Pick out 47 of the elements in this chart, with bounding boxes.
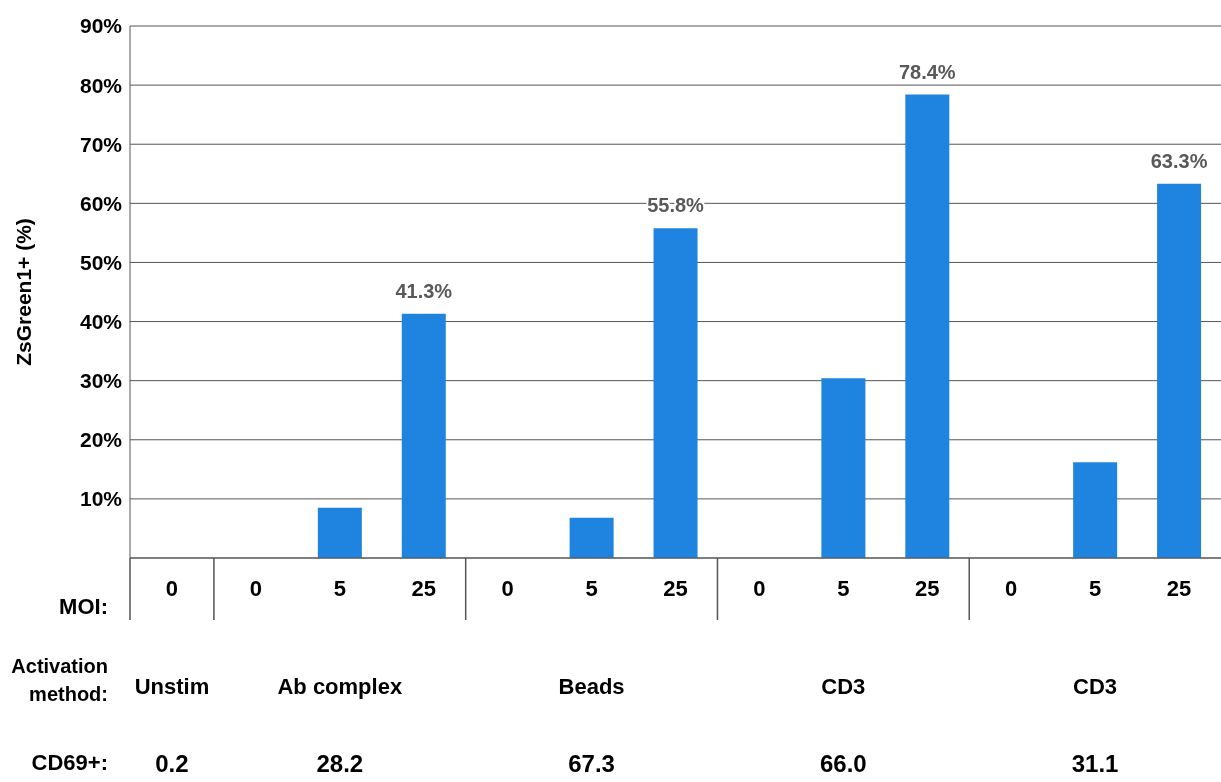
text: Beads xyxy=(557,674,626,700)
y-tick-label: 20% xyxy=(79,428,123,452)
x-tick-label: 0 xyxy=(1005,575,1018,601)
x-tick-label: 25 xyxy=(1166,575,1192,601)
y-tick-label: 90% xyxy=(79,14,123,38)
x-tick-label: 25 xyxy=(663,575,688,601)
bar xyxy=(1073,462,1118,558)
y-tick-label: 30% xyxy=(79,369,123,393)
text: MOI: xyxy=(59,594,108,620)
bar xyxy=(401,313,446,558)
bar xyxy=(569,517,614,558)
x-tick-label: 0 xyxy=(753,575,766,601)
text: 28.2 xyxy=(315,750,365,778)
x-tick-label: 0 xyxy=(165,575,179,601)
text: Unstim xyxy=(134,674,210,699)
bar xyxy=(821,378,866,558)
bar xyxy=(905,94,950,558)
text: Activation method: xyxy=(10,654,108,707)
data-label: 41.3% xyxy=(395,279,453,302)
x-tick-label: 0 xyxy=(501,575,514,601)
text: 67.3 xyxy=(567,750,616,778)
x-tick-label: 5 xyxy=(1088,575,1102,601)
data-label: 63.3% xyxy=(1150,149,1208,172)
x-tick-label: 5 xyxy=(585,575,598,601)
y-tick-label: 80% xyxy=(79,73,123,97)
text: Ab complex xyxy=(277,674,403,699)
bar xyxy=(1157,183,1202,558)
bar xyxy=(317,507,362,558)
text: CD3 xyxy=(820,674,867,700)
text: CD3 xyxy=(1072,674,1119,700)
text: 31.1 xyxy=(1070,750,1120,778)
y-tick-label: 40% xyxy=(79,310,123,334)
data-label: 78.4% xyxy=(898,60,956,83)
x-tick-label: 5 xyxy=(333,575,346,601)
x-tick-label: 25 xyxy=(915,575,940,601)
y-tick-label: 10% xyxy=(79,487,123,511)
bar xyxy=(653,228,698,558)
y-axis-title: ZsGreen1+ (%) xyxy=(12,218,36,366)
y-tick-label: 70% xyxy=(79,132,123,156)
x-tick-label: 0 xyxy=(249,575,263,601)
text: 0.2 xyxy=(155,750,189,777)
x-tick-label: 5 xyxy=(837,575,850,601)
y-tick-label: 60% xyxy=(79,191,123,215)
x-tick-label: 25 xyxy=(411,575,436,601)
text: 66.0 xyxy=(819,750,868,778)
y-tick-label: 50% xyxy=(79,250,123,274)
text: CD69+: xyxy=(31,750,108,776)
